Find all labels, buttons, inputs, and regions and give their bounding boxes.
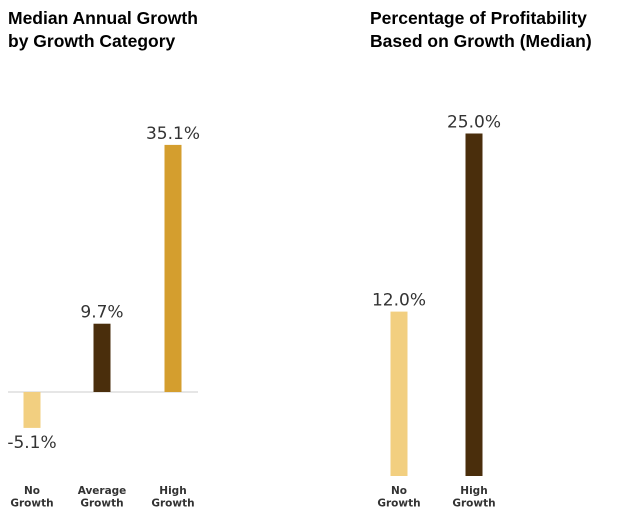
- profitability-chart: Percentage of Profitability Based on Gro…: [370, 8, 592, 510]
- category-label: Growth: [377, 498, 420, 510]
- data-label: 9.7%: [80, 303, 123, 323]
- category-label: Growth: [80, 498, 123, 510]
- data-label: 35.1%: [146, 124, 200, 144]
- data-label: 25.0%: [447, 113, 501, 133]
- category-label: Growth: [10, 498, 53, 510]
- bar-high-growth: [465, 133, 483, 476]
- bar-average-growth: [93, 323, 111, 392]
- bar-no-growth: [390, 311, 408, 476]
- growth-chart-title-line-2: by Growth Category: [8, 31, 176, 51]
- bar-no-growth: [23, 392, 41, 428]
- category-label: High: [460, 485, 487, 497]
- profitability-chart-title-line-1: Percentage of Profitability: [370, 8, 587, 28]
- category-label: No: [24, 485, 40, 497]
- bar-high-growth: [164, 144, 182, 392]
- category-label: No: [391, 485, 407, 497]
- category-label: High: [159, 485, 186, 497]
- growth-chart-title-line-1: Median Annual Growth: [8, 8, 198, 28]
- profitability-chart-title-line-2: Based on Growth (Median): [370, 31, 592, 51]
- growth-chart: Median Annual Growth by Growth Category …: [7, 8, 200, 510]
- data-label: 12.0%: [372, 291, 426, 311]
- data-label: -5.1%: [7, 433, 56, 453]
- category-label: Growth: [151, 498, 194, 510]
- category-label: Average: [78, 485, 127, 497]
- category-label: Growth: [452, 498, 495, 510]
